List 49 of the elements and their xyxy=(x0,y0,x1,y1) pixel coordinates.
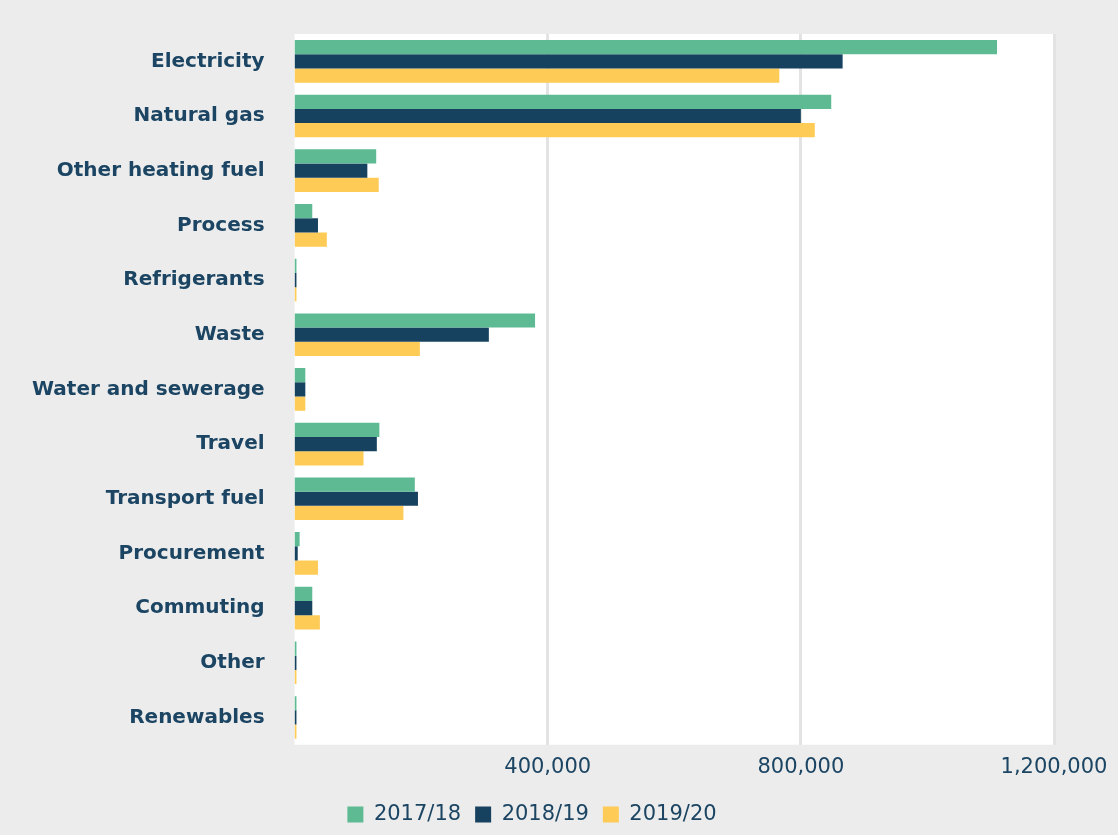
y-tick-label: Natural gas xyxy=(133,102,265,127)
bar xyxy=(294,94,832,109)
y-tick-label: Transport fuel xyxy=(105,484,265,509)
bar xyxy=(294,204,313,219)
y-tick-label: Refrigerants xyxy=(123,266,265,291)
y-tick-label: Travel xyxy=(196,430,265,455)
bar xyxy=(294,218,318,233)
bar xyxy=(294,54,843,69)
bar xyxy=(294,368,306,383)
bar xyxy=(294,546,298,561)
legend-label: 2017/18 xyxy=(373,800,462,825)
bar xyxy=(294,560,318,575)
legend-label: 2019/20 xyxy=(629,800,717,825)
x-tick-label: 400,000 xyxy=(504,753,592,778)
y-tick-label: Other xyxy=(200,648,265,673)
bar xyxy=(294,232,327,247)
bar xyxy=(294,422,380,437)
y-tick-label: Electricity xyxy=(151,47,265,72)
y-tick-label: Other heating fuel xyxy=(56,156,265,181)
y-tick-label: Procurement xyxy=(118,539,265,564)
bar xyxy=(294,532,300,547)
y-tick-label: Renewables xyxy=(129,703,265,728)
bar xyxy=(294,586,313,601)
bar xyxy=(294,149,377,164)
bar xyxy=(294,123,815,138)
bar xyxy=(294,615,320,630)
y-tick-label: Waste xyxy=(194,320,265,345)
bar xyxy=(294,68,780,83)
bar xyxy=(294,40,998,55)
bar xyxy=(294,327,489,342)
bar xyxy=(294,382,306,397)
bar xyxy=(294,505,404,521)
bar xyxy=(294,313,536,328)
bar xyxy=(294,601,313,616)
y-tick-label: Commuting xyxy=(135,594,265,619)
bar xyxy=(294,396,306,411)
bar xyxy=(294,436,377,452)
bar xyxy=(294,451,364,466)
x-tick-label: 800,000 xyxy=(757,753,845,778)
bar xyxy=(294,341,420,357)
bar xyxy=(294,491,418,506)
bar xyxy=(294,477,415,492)
y-tick-label: Process xyxy=(177,211,265,236)
legend-label: 2018/19 xyxy=(501,800,589,825)
bar xyxy=(294,108,801,124)
bar xyxy=(294,177,379,193)
y-tick-label: Water and sewerage xyxy=(32,375,265,400)
x-tick-label: 1,200,000 xyxy=(1000,753,1108,778)
bar xyxy=(294,163,368,178)
